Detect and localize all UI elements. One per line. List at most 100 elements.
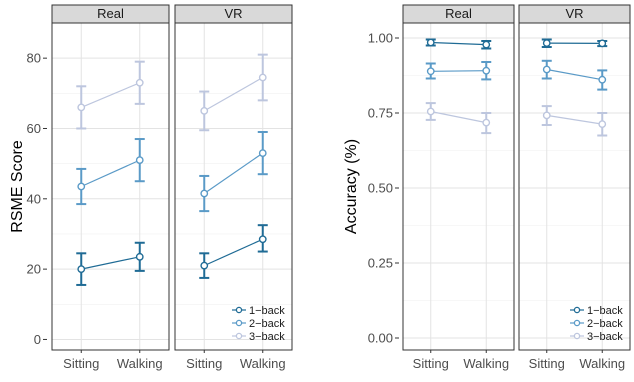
series-line	[430, 41, 487, 46]
y-axis-title: RSME Score	[9, 140, 26, 233]
panel-real: Real Sitting Walking	[51, 4, 170, 371]
x-tick-label: Sitting	[63, 356, 99, 371]
y-tick-label: 20	[27, 262, 41, 277]
panel-border	[51, 22, 170, 351]
legend-label: 3−back	[587, 331, 623, 343]
series-3-back	[76, 60, 145, 130]
x-tick-label: Sitting	[529, 356, 565, 371]
series-line	[430, 70, 487, 72]
panel-background	[175, 23, 292, 350]
data-point	[542, 65, 551, 74]
data-point	[426, 107, 435, 116]
series-line	[203, 76, 264, 112]
panel-background	[519, 23, 630, 350]
legend-key-point	[573, 332, 581, 340]
x-tick-label: Walking	[240, 356, 286, 371]
legend-label: 2−back	[587, 318, 623, 330]
panel-background	[52, 23, 169, 350]
data-point	[258, 73, 267, 82]
panel-strip-label: Real	[445, 6, 472, 21]
data-point	[200, 107, 209, 115]
x-tick-label: Walking	[579, 356, 625, 371]
data-point	[200, 261, 209, 270]
series-line	[81, 82, 140, 108]
x-tick-label: Walking	[117, 356, 163, 371]
data-point	[77, 265, 86, 274]
data-point	[542, 111, 551, 120]
panel-border	[174, 22, 293, 351]
y-tick-label: 60	[27, 121, 41, 136]
legend-key-point	[573, 306, 581, 314]
legend-label: 1−back	[587, 305, 623, 317]
series-line	[204, 238, 263, 267]
legend-key-point	[235, 319, 243, 327]
series-line	[81, 159, 140, 188]
panel-strip-label: VR	[224, 6, 242, 21]
series-2-back	[76, 138, 145, 206]
data-point	[200, 189, 209, 198]
x-tick-label: Walking	[463, 356, 509, 371]
y-tick-label: 0.50	[368, 181, 393, 196]
data-point	[258, 235, 267, 244]
series-line	[203, 152, 264, 195]
y-tick-label: 0.00	[368, 331, 393, 346]
chart-1: RSME Score 0 20 40 60 80 Real Sitting Walking VR S…	[9, 4, 293, 371]
data-point	[426, 67, 435, 76]
series-2-back	[199, 131, 268, 213]
data-point	[135, 252, 144, 261]
series-1-back	[76, 241, 145, 286]
y-tick-label: 0.25	[368, 256, 393, 271]
series-line	[546, 68, 603, 81]
data-point	[482, 118, 491, 127]
legend-label: 2−back	[249, 318, 285, 330]
series-2-back	[541, 59, 608, 91]
chart-2: Accuracy (%) 0.00 0.25 0.50 0.75 1.00 Real Sitt…	[343, 4, 631, 371]
legend-label: 1−back	[249, 305, 285, 317]
data-point	[77, 182, 86, 191]
series-1-back	[425, 38, 492, 50]
y-tick-label: 0	[34, 332, 41, 347]
data-point	[258, 149, 267, 157]
panel-border	[518, 22, 631, 351]
series-3-back	[199, 53, 268, 132]
series-1-back	[541, 38, 608, 48]
series-3-back	[541, 105, 608, 137]
data-point	[598, 75, 607, 84]
data-point	[598, 39, 607, 48]
series-1-back	[199, 224, 268, 279]
panel-strip-label: Real	[97, 6, 124, 21]
y-tick-label: 1.00	[368, 31, 393, 46]
series-line	[81, 256, 140, 270]
panel-strip-label: VR	[565, 6, 583, 21]
series-3-back	[425, 102, 492, 135]
legend-key-point	[235, 306, 243, 314]
data-point	[135, 156, 144, 165]
series-line	[430, 110, 487, 124]
data-point	[426, 38, 435, 47]
legend-key-point	[235, 332, 243, 340]
legend-key-point	[573, 319, 581, 327]
panel-real: Real Sitting Walking	[402, 4, 515, 371]
y-tick-label: 40	[27, 191, 41, 206]
x-tick-label: Sitting	[413, 356, 449, 371]
y-axis-title: Accuracy (%)	[343, 139, 360, 234]
data-point	[542, 39, 551, 47]
series-line	[546, 114, 603, 125]
y-tick-label: 80	[27, 51, 41, 66]
legend-label: 3−back	[249, 331, 285, 343]
x-tick-label: Sitting	[186, 356, 222, 371]
y-tick-label: 0.75	[368, 106, 393, 121]
data-point	[482, 66, 491, 75]
data-point	[482, 40, 491, 49]
panel-border	[402, 22, 515, 351]
panel-background	[403, 23, 514, 350]
data-point	[77, 103, 86, 112]
data-point	[598, 120, 607, 129]
data-point	[135, 78, 144, 87]
series-2-back	[425, 61, 492, 81]
